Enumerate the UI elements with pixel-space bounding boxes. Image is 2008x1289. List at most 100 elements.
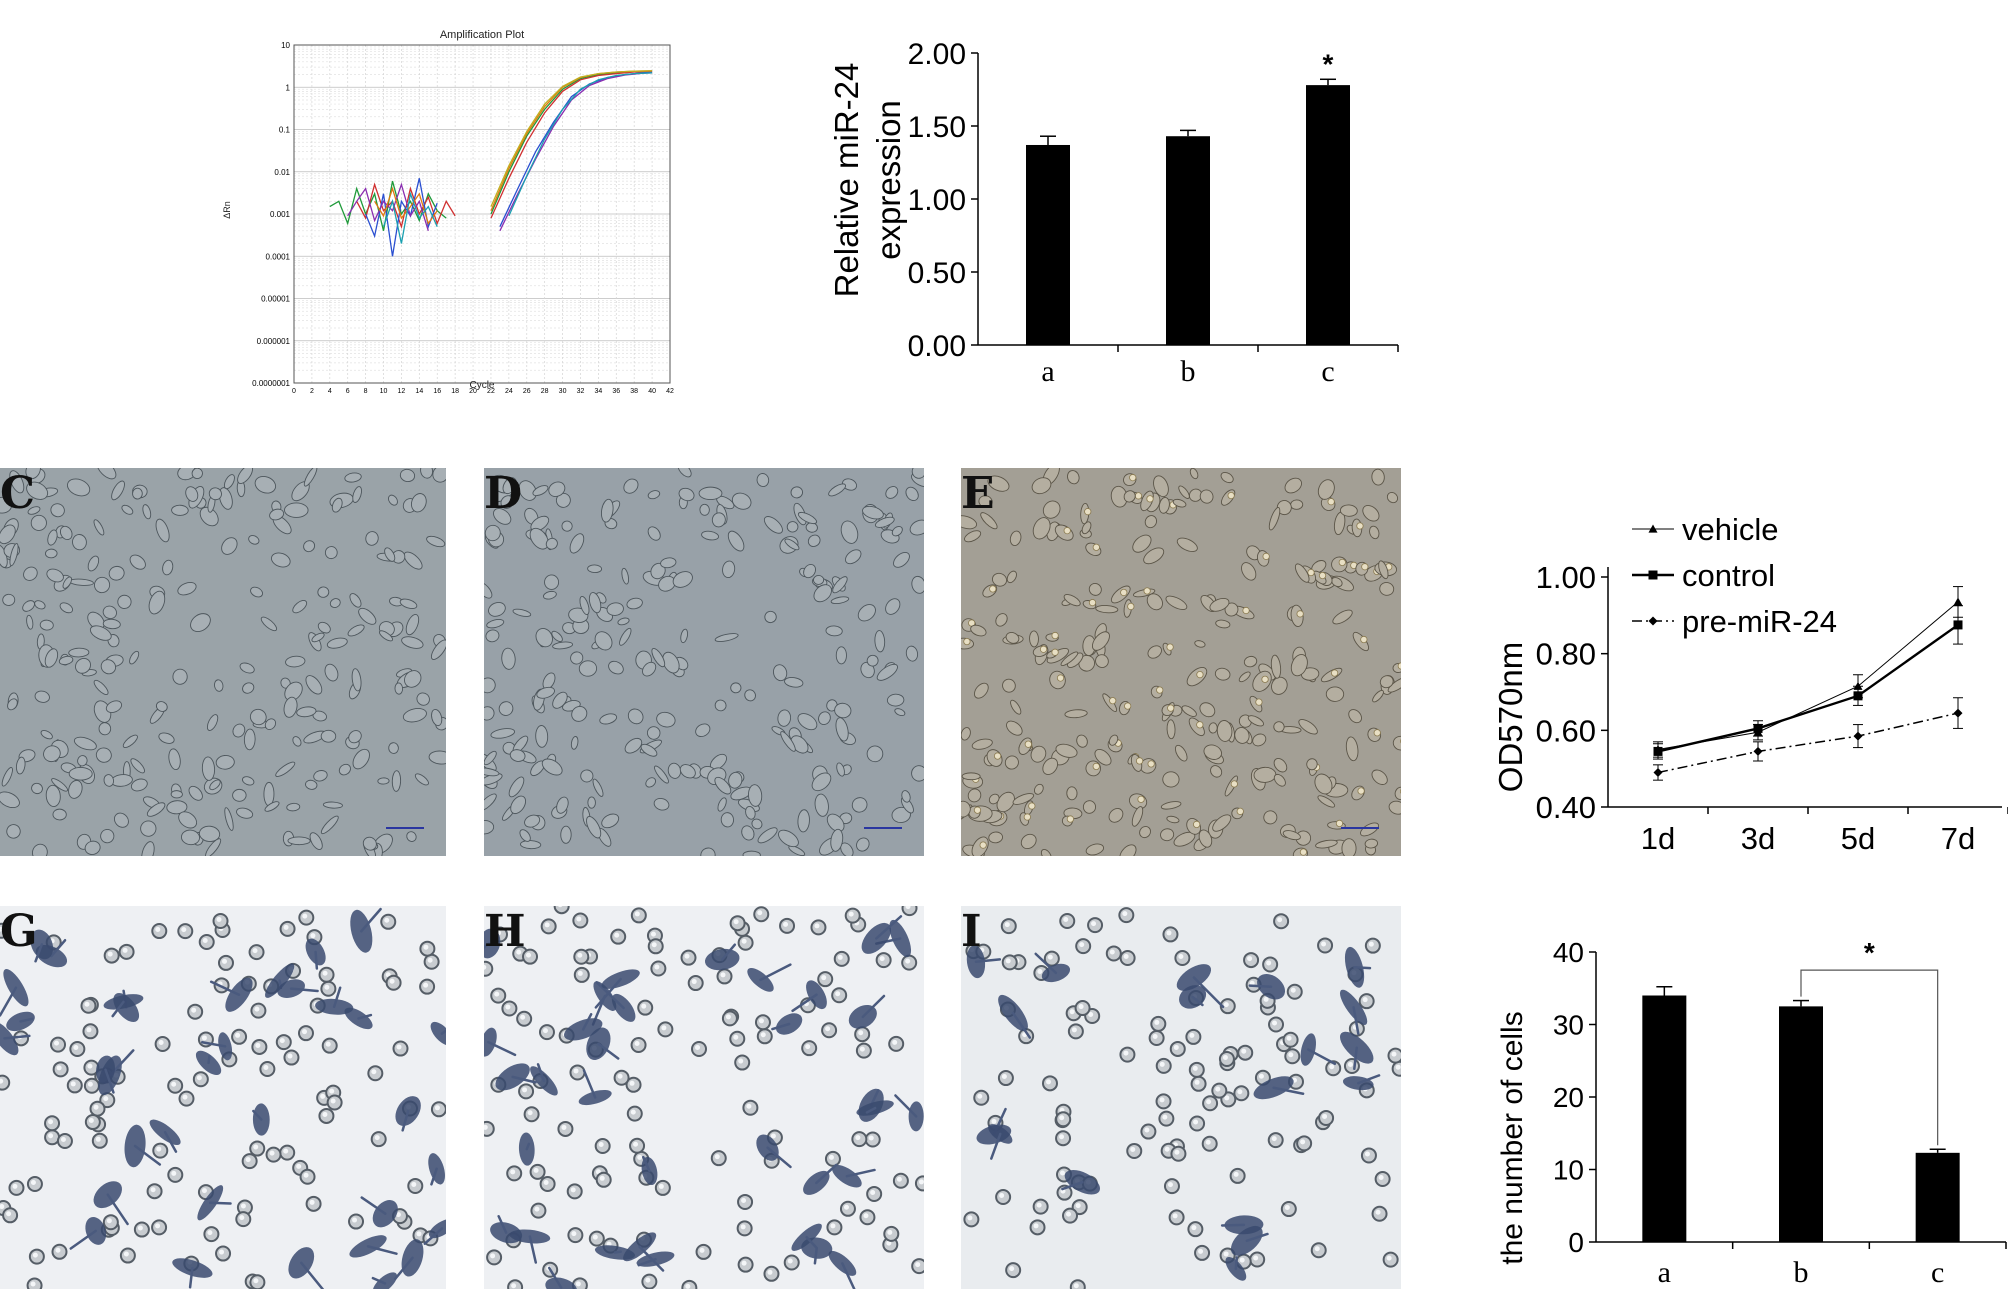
cell-process	[894, 1094, 918, 1118]
pore-highlight	[252, 948, 258, 954]
pore-highlight	[1069, 1009, 1075, 1015]
pore-highlight	[1123, 953, 1129, 959]
x-tick-label: 28	[541, 388, 549, 395]
pore-highlight	[302, 913, 308, 919]
pore-highlight	[150, 1187, 156, 1193]
pore-highlight	[1144, 1127, 1150, 1133]
pore-highlight	[870, 1189, 876, 1195]
cell	[1360, 822, 1380, 837]
cell-process	[111, 1000, 125, 1018]
cell	[645, 777, 657, 788]
pore-highlight	[533, 1167, 539, 1173]
pore-highlight	[0, 1204, 5, 1210]
diamond-marker	[1653, 768, 1663, 777]
cell	[66, 478, 91, 497]
cell	[911, 575, 924, 594]
pore-highlight	[835, 991, 841, 997]
pore-highlight	[1079, 942, 1085, 948]
panel-label-C: C	[0, 468, 36, 519]
pore-highlight	[30, 1180, 36, 1186]
panel-label-I: I	[961, 906, 982, 957]
cell	[1108, 734, 1119, 746]
pore-highlight	[577, 970, 583, 976]
micrograph-I: I	[961, 906, 1401, 1289]
cell	[490, 728, 516, 739]
x-tick-label: 4	[328, 388, 332, 395]
pore-highlight	[1152, 1034, 1158, 1040]
pore-highlight	[614, 932, 620, 938]
pore	[0, 1074, 11, 1091]
pore-highlight	[322, 1111, 328, 1117]
cell-process	[638, 1245, 665, 1272]
x-tick-label: 3d	[1741, 821, 1775, 856]
cell	[317, 621, 331, 634]
cell	[1166, 815, 1180, 824]
y-tick-label: 1	[286, 83, 291, 92]
cell	[1273, 773, 1286, 787]
cell-process	[423, 1227, 444, 1245]
pore-highlight	[196, 1075, 202, 1081]
pore-highlight	[207, 1230, 213, 1236]
pore-highlight	[283, 1148, 289, 1154]
pore-highlight	[527, 1110, 533, 1116]
cell	[94, 576, 111, 594]
x-tick-label: b	[1181, 355, 1196, 388]
cell	[744, 689, 756, 702]
cell	[560, 825, 572, 844]
pore-highlight	[191, 1007, 197, 1013]
cell-process	[487, 1040, 517, 1057]
pore-highlight	[511, 1283, 517, 1289]
cell	[130, 778, 148, 792]
round-cell	[1357, 787, 1365, 795]
cell	[1271, 676, 1288, 695]
cell	[1364, 838, 1379, 849]
cell	[1042, 500, 1061, 519]
cell	[961, 727, 971, 741]
round-cell	[1084, 508, 1092, 516]
bar-b	[1166, 136, 1210, 345]
cell-count-axes: 0 10 20 30 40 a b c	[1553, 937, 2007, 1289]
cell	[188, 785, 203, 801]
pore-highlight	[821, 975, 827, 981]
cell	[224, 807, 234, 831]
pore-highlight	[1223, 1251, 1229, 1257]
pore-highlight	[240, 1203, 246, 1209]
pore-highlight	[303, 1172, 309, 1178]
pore-highlight	[725, 1014, 731, 1020]
y-tick-label: 1.00	[1536, 560, 1596, 595]
cell	[1378, 560, 1389, 580]
pore-highlight	[70, 1081, 76, 1087]
cell	[305, 675, 323, 695]
cell	[535, 628, 553, 648]
panel-label-D: D	[484, 468, 523, 519]
cell	[146, 802, 166, 817]
cell	[1, 767, 13, 787]
cell	[171, 504, 189, 516]
cell	[834, 702, 852, 719]
triangle-marker	[1648, 524, 1658, 533]
pore-highlight	[634, 1041, 640, 1047]
pore-highlight	[733, 919, 739, 925]
cell-process	[188, 1266, 194, 1289]
cell	[1076, 734, 1088, 748]
cell	[39, 619, 54, 631]
pore-highlight	[239, 1215, 245, 1221]
cell	[640, 743, 658, 757]
cell	[1203, 744, 1222, 760]
cell	[1214, 667, 1231, 681]
y-tick-label: 0.40	[1536, 790, 1596, 825]
cell-process	[360, 907, 382, 933]
cell	[617, 617, 630, 626]
cell	[1029, 630, 1039, 648]
y-tick-label: 10	[1553, 1155, 1584, 1186]
cell-process	[613, 1250, 622, 1254]
pore-highlight	[576, 916, 582, 922]
cell	[129, 554, 146, 570]
x-tick-label: 38	[630, 388, 638, 395]
cell	[223, 474, 235, 490]
cell	[654, 765, 669, 784]
pore-highlight	[633, 1141, 639, 1147]
cell	[555, 492, 571, 508]
cell	[30, 514, 47, 531]
cell	[484, 581, 493, 599]
